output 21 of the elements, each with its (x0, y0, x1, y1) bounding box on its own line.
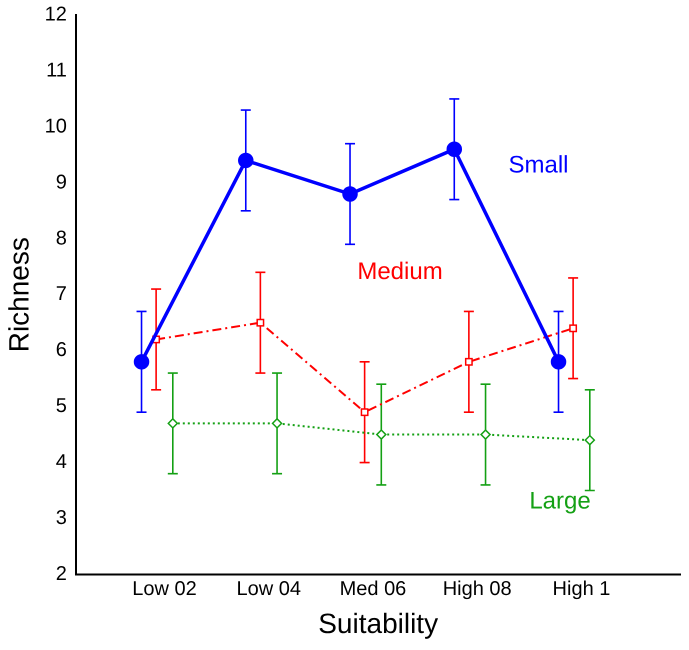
x-axis-title: Suitability (318, 608, 438, 639)
y-tick-label: 5 (56, 395, 67, 418)
y-tick-label: 6 (56, 339, 67, 362)
y-tick-label: 2 (56, 562, 67, 585)
y-tick-label: 7 (56, 283, 67, 306)
x-tick-label: High 08 (442, 578, 512, 600)
x-tick-label: Low 04 (236, 578, 301, 600)
y-tick-label: 10 (44, 115, 67, 138)
y-tick-label: 3 (56, 506, 67, 529)
y-tick-label: 8 (56, 227, 67, 250)
y-tick-label: 11 (46, 59, 67, 82)
y-tick-label: 9 (56, 171, 67, 194)
x-tick-label: Low 02 (132, 578, 197, 600)
series-label: Large (529, 487, 591, 514)
series-label: Small (508, 152, 568, 179)
y-axis-title: Richness (4, 237, 35, 352)
y-tick-label: 4 (56, 451, 67, 474)
x-tick-label: Med 06 (340, 578, 406, 600)
text: Medium (357, 258, 443, 285)
y-tick-label: 12 (44, 4, 67, 26)
x-tick-label: High 1 (552, 578, 610, 600)
